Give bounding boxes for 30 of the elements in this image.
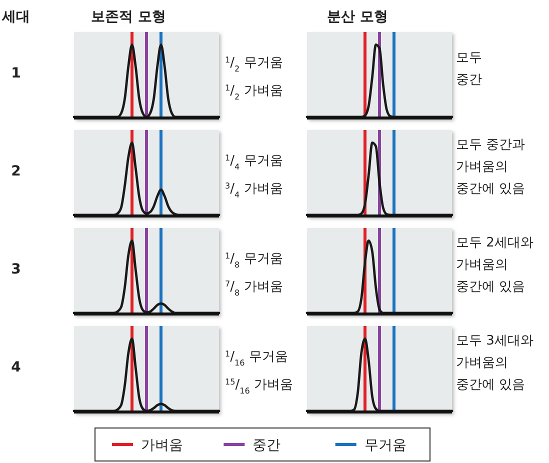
text: 모두 2세대와 bbox=[456, 236, 534, 250]
text: 모두 중간과 bbox=[456, 138, 526, 152]
text: $^{7}$/$_{8}$ 가벼움 bbox=[225, 279, 283, 297]
text: 중간 bbox=[456, 72, 482, 88]
y-axis-title: 1 bbox=[225, 55, 230, 64]
text: 모두 3세대와 bbox=[456, 334, 534, 348]
text: 중간에 있음 bbox=[456, 378, 526, 392]
text: 가벼움의 bbox=[456, 356, 508, 370]
y-axis-title: 3 bbox=[11, 262, 21, 278]
category-label: 가벼움 bbox=[141, 438, 183, 454]
text: $^{1}$/$_{4}$ 무거움 bbox=[225, 153, 283, 171]
text: $^{1}$/$_{2}$ 가벼움 bbox=[225, 83, 283, 101]
category-label: 중간 bbox=[252, 438, 281, 454]
text: 1 bbox=[11, 66, 21, 82]
text: 중간에 있음 bbox=[456, 280, 526, 294]
text: $^{1}$/$_{8}$ 무거움 bbox=[225, 251, 283, 269]
text: 모두 bbox=[456, 50, 482, 66]
text: 중간에 있음 bbox=[456, 182, 526, 196]
text: $^{3}$/$_{4}$ 가벼움 bbox=[225, 181, 283, 199]
y-axis-title: 2 bbox=[11, 164, 21, 180]
chart-title: 분산 모형 bbox=[327, 9, 388, 25]
chart-title: 보존적 모형 bbox=[91, 9, 166, 25]
text: /$_{2}$ 무거움 bbox=[230, 56, 283, 73]
text: 가벼움의 bbox=[456, 258, 508, 272]
y-axis-title: 4 bbox=[11, 360, 22, 376]
text: 가벼움의 bbox=[456, 160, 508, 174]
chart-subtitle: 세대 bbox=[1, 9, 30, 25]
category-label: 무거움 bbox=[364, 438, 406, 454]
text: $^{1}$/$_{16}$ 무거움 bbox=[225, 349, 288, 367]
text: $^{15}$/$_{16}$ 가벼움 bbox=[225, 377, 294, 395]
